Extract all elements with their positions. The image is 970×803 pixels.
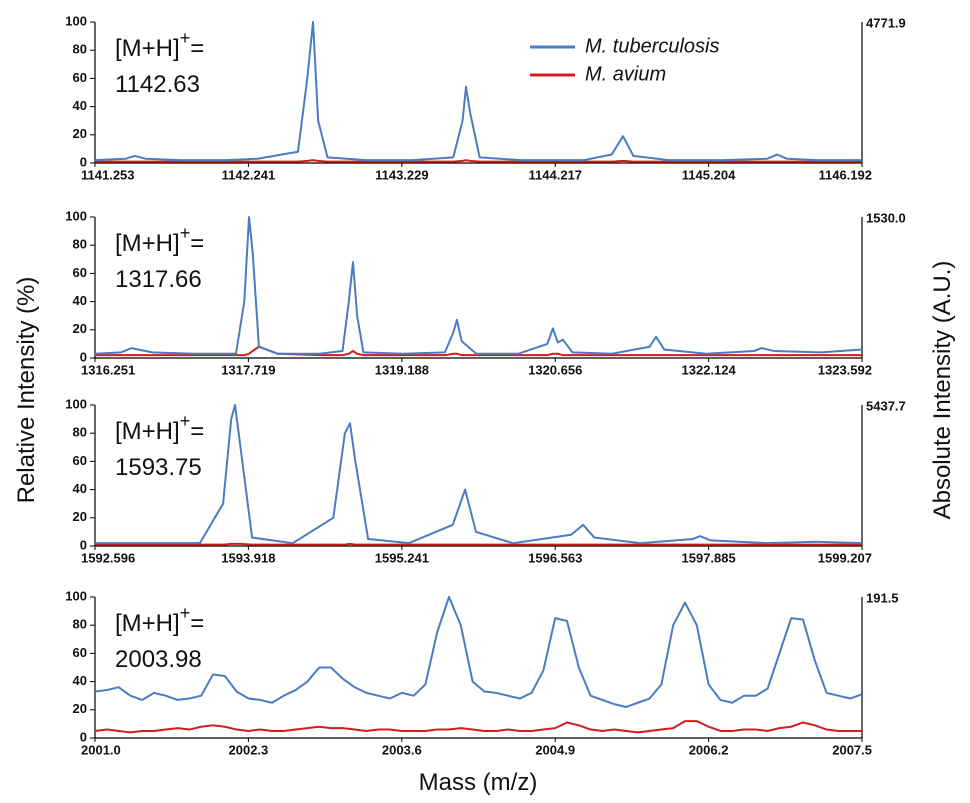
x-tick-label: 1599.207 <box>818 550 872 565</box>
y-tick-label: 100 <box>65 588 87 603</box>
x-tick-label: 1142.241 <box>222 167 276 182</box>
ion-label: [M+H]+= <box>115 223 204 257</box>
y-tick-label: 0 <box>80 349 87 364</box>
x-tick-label: 2003.6 <box>382 742 422 757</box>
ion: [M+H] <box>115 418 180 445</box>
ion: [M+H] <box>115 35 180 62</box>
ion: [M+H] <box>115 230 180 257</box>
x-tick-label: 1317.719 <box>221 362 275 377</box>
y-axis-label: Relative Intensity (%) <box>13 277 40 504</box>
x-tick-label: 1597.885 <box>682 550 736 565</box>
y-tick-label: 80 <box>73 237 87 252</box>
y-tick-label: 60 <box>73 265 87 280</box>
x-tick-label: 1143.229 <box>375 167 429 182</box>
y-tick-label: 60 <box>73 645 87 660</box>
x-tick-label: 2002.3 <box>229 742 269 757</box>
series-line <box>95 404 863 545</box>
x-tick-label: 1144.217 <box>529 167 583 182</box>
x-tick-label: 2006.2 <box>689 742 729 757</box>
series-line <box>95 159 862 163</box>
ion-mz: 1593.75 <box>115 454 202 481</box>
series-line <box>94 720 862 734</box>
x-tick-label: 1595.241 <box>375 550 429 565</box>
y-tick-label: 100 <box>65 396 87 411</box>
x-tick-label: 1141.253 <box>81 167 135 182</box>
ion-label: [M+H]+= <box>115 28 204 62</box>
ion-label: [M+H]+= <box>115 603 204 637</box>
charge: + <box>180 603 191 623</box>
y-tick-label: 80 <box>73 425 87 440</box>
y-tick-label: 100 <box>65 13 87 28</box>
legend-label: M. tuberculosis <box>585 35 720 57</box>
x-tick-label: 1319.188 <box>375 362 429 377</box>
y-tick-label: 100 <box>65 208 87 223</box>
x-tick-label: 1145.204 <box>682 167 736 182</box>
y2-max-label: 191.5 <box>866 590 899 605</box>
y-tick-label: 60 <box>73 70 87 85</box>
sign: = <box>190 418 204 445</box>
x-axis-label: Mass (m/z) <box>419 769 538 796</box>
series-line <box>94 21 862 162</box>
ion-mz: 1317.66 <box>115 266 202 293</box>
charge: + <box>180 28 191 48</box>
y-tick-label: 40 <box>73 98 87 113</box>
x-tick-label: 1322.124 <box>682 362 737 377</box>
series-line <box>94 216 863 355</box>
y-tick-label: 40 <box>73 293 87 308</box>
sign: = <box>190 230 204 257</box>
x-tick-label: 1320.656 <box>528 362 582 377</box>
ion-label: [M+H]+= <box>115 411 204 445</box>
y2-max-label: 5437.7 <box>866 398 906 413</box>
y2-max-label: 1530.0 <box>866 210 906 225</box>
y-tick-label: 60 <box>73 453 87 468</box>
x-tick-label: 2004.9 <box>535 742 575 757</box>
ion-mz: 2003.98 <box>115 646 202 673</box>
x-tick-label: 1316.251 <box>81 362 135 377</box>
y-tick-label: 20 <box>73 509 87 524</box>
sign: = <box>190 610 204 637</box>
x-tick-label: 1146.192 <box>818 167 872 182</box>
y-tick-label: 80 <box>73 42 87 57</box>
y2-max-label: 4771.9 <box>866 15 906 30</box>
charge: + <box>180 223 191 243</box>
y-tick-label: 40 <box>73 481 87 496</box>
y-tick-label: 0 <box>80 537 87 552</box>
x-tick-label: 2001.0 <box>81 742 121 757</box>
ion: [M+H] <box>115 610 180 637</box>
x-tick-label: 1592.596 <box>81 550 135 565</box>
x-tick-label: 1593.918 <box>221 550 275 565</box>
x-tick-label: 2007.5 <box>832 742 872 757</box>
x-tick-label: 1596.563 <box>528 550 582 565</box>
sign: = <box>190 35 204 62</box>
y-tick-label: 80 <box>73 617 87 632</box>
y2-axis-label: Absolute Intensity (A.U.) <box>929 261 956 520</box>
y-tick-label: 20 <box>73 321 87 336</box>
y-tick-label: 40 <box>73 673 87 688</box>
series-line <box>94 596 863 708</box>
x-tick-label: 1323.592 <box>818 362 872 377</box>
series-line <box>95 345 862 357</box>
y-tick-label: 0 <box>80 154 87 169</box>
ion-mz: 1142.63 <box>115 71 200 98</box>
charge: + <box>180 411 191 431</box>
y-tick-label: 0 <box>80 729 87 744</box>
series-line <box>95 542 862 546</box>
legend-label: M. avium <box>585 63 666 85</box>
y-tick-label: 20 <box>73 126 87 141</box>
y-tick-label: 20 <box>73 701 87 716</box>
